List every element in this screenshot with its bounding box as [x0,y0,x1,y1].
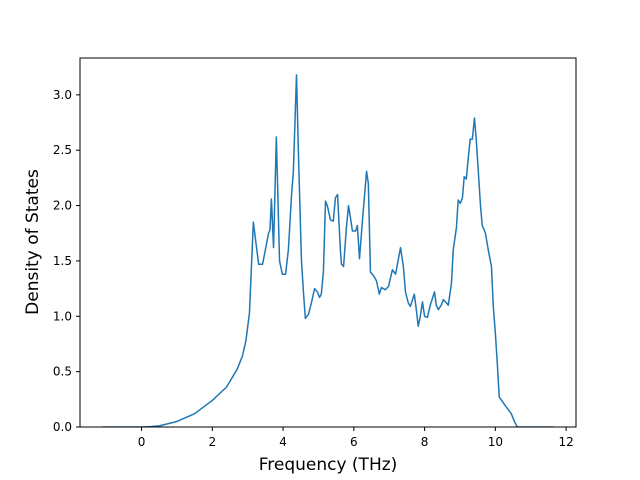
y-tick-label: 1.5 [53,254,72,268]
x-tick-label: 12 [558,435,573,449]
y-tick-label: 2.5 [53,143,72,157]
y-axis-label: Density of States [23,169,43,315]
y-tick-label: 0.0 [53,420,72,434]
x-tick-label: 2 [208,435,216,449]
dos-line [102,74,554,427]
x-axis-label: Frequency (THz) [259,455,398,475]
x-tick-label: 10 [488,435,503,449]
y-tick-label: 1.0 [53,309,72,323]
y-tick-label: 0.5 [53,365,72,379]
x-tick-label: 4 [279,435,287,449]
y-tick-label: 3.0 [53,88,72,102]
plot-frame [79,57,577,428]
x-tick-label: 6 [350,435,358,449]
x-tick-label: 0 [138,435,146,449]
y-tick-label: 2.0 [53,199,72,213]
x-tick-label: 8 [421,435,429,449]
